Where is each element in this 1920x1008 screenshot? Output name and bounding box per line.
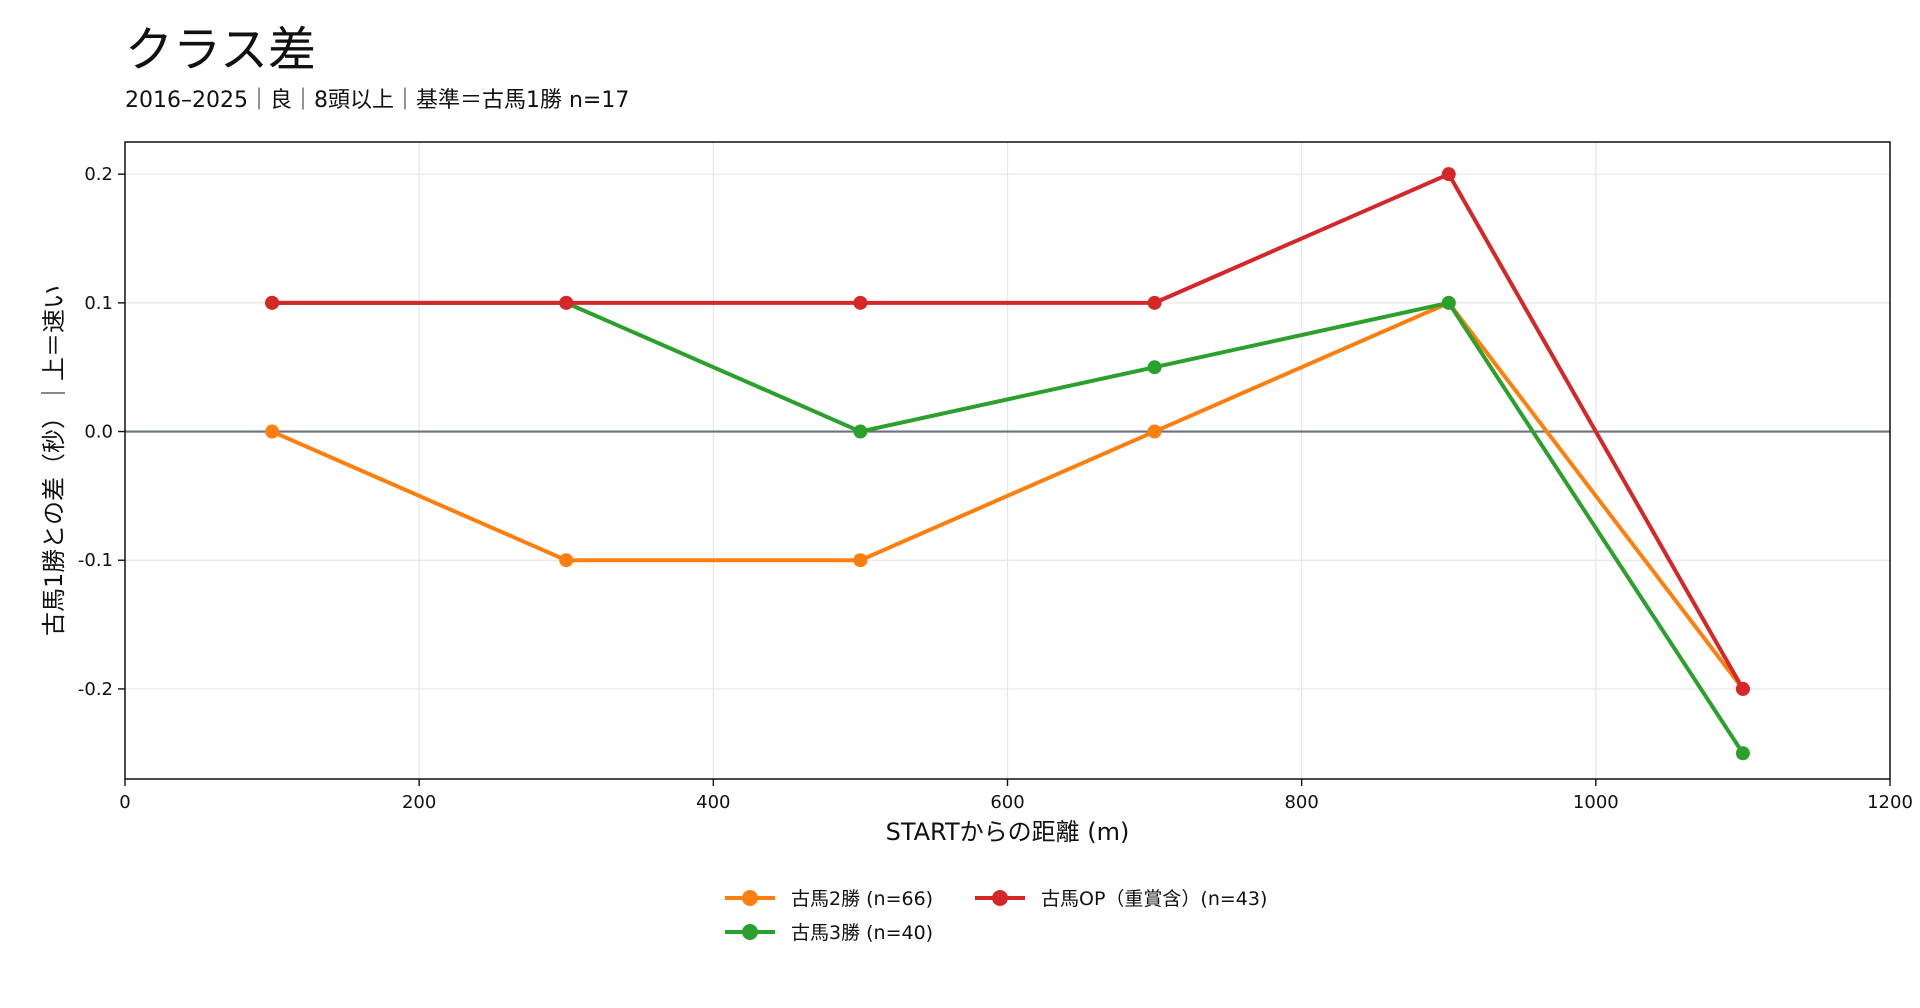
data-point-series-1 bbox=[1441, 295, 1456, 310]
x-tick-label: 1000 bbox=[1573, 792, 1619, 813]
data-point-series-2 bbox=[265, 295, 280, 310]
legend-dot-mark bbox=[742, 889, 758, 906]
data-point-series-0 bbox=[265, 424, 280, 439]
chart-title: クラス差 bbox=[125, 22, 317, 78]
ticks-layer: 0 200 400 600 800 1000 1200 -0.2 -0.1 0.0 0.1 0.2 bbox=[78, 164, 1913, 813]
legend-dot-mark bbox=[992, 889, 1008, 906]
y-tick-label: -0.1 bbox=[78, 550, 113, 571]
data-point-series-2 bbox=[1147, 295, 1162, 310]
legend-item-series-0: 古馬2勝 (n=66) bbox=[725, 884, 933, 911]
series-layer bbox=[265, 167, 1750, 761]
data-point-series-0 bbox=[559, 553, 574, 568]
x-axis-label: STARTからの距離 (m) bbox=[886, 818, 1130, 846]
legend-item-series-2: 古馬OP（重賞含）(n=43) bbox=[975, 884, 1267, 911]
data-point-series-2 bbox=[559, 295, 574, 310]
data-point-series-1 bbox=[1147, 360, 1162, 375]
legend-item-series-1: 古馬3勝 (n=40) bbox=[725, 918, 933, 945]
legend: 古馬2勝 (n=66) 古馬3勝 (n=40) 古馬OP（重賞含）(n=43) bbox=[720, 880, 1320, 950]
x-tick-label: 200 bbox=[402, 792, 436, 813]
y-tick-label: 0.0 bbox=[84, 422, 113, 443]
x-tick-label: 1200 bbox=[1867, 792, 1913, 813]
legend-label: 古馬OP（重賞含）(n=43) bbox=[1041, 888, 1268, 910]
data-point-series-1 bbox=[853, 424, 868, 439]
data-point-series-1 bbox=[1735, 746, 1750, 761]
x-tick-label: 600 bbox=[990, 792, 1024, 813]
y-axis-label: 古馬1勝との差（秒）｜上＝速い bbox=[40, 285, 68, 636]
y-tick-label: 0.2 bbox=[84, 164, 113, 185]
data-point-series-0 bbox=[1147, 424, 1162, 439]
y-tick-label: 0.1 bbox=[84, 293, 113, 314]
data-point-series-2 bbox=[1441, 167, 1456, 182]
series-line-0 bbox=[271, 300, 1745, 691]
data-point-series-0 bbox=[853, 553, 868, 568]
legend-label: 古馬3勝 (n=40) bbox=[791, 922, 934, 944]
chart-subtitle: 2016–2025｜良｜8頭以上｜基準＝古馬1勝 n=17 bbox=[125, 88, 630, 113]
series-line-2 bbox=[272, 172, 1745, 690]
legend-swatch-icon bbox=[725, 888, 775, 908]
x-tick-label: 800 bbox=[1284, 792, 1318, 813]
data-point-series-2 bbox=[853, 295, 868, 310]
legend-dot-mark bbox=[742, 923, 758, 940]
legend-swatch-icon bbox=[725, 922, 775, 942]
data-point-series-2 bbox=[1735, 681, 1750, 696]
legend-swatch-icon bbox=[975, 888, 1025, 908]
y-tick-label: -0.2 bbox=[78, 679, 113, 700]
grid-layer bbox=[125, 142, 1890, 779]
x-tick-label: 0 bbox=[119, 792, 130, 813]
x-tick-label: 400 bbox=[696, 792, 730, 813]
legend-label: 古馬2勝 (n=66) bbox=[791, 888, 934, 910]
